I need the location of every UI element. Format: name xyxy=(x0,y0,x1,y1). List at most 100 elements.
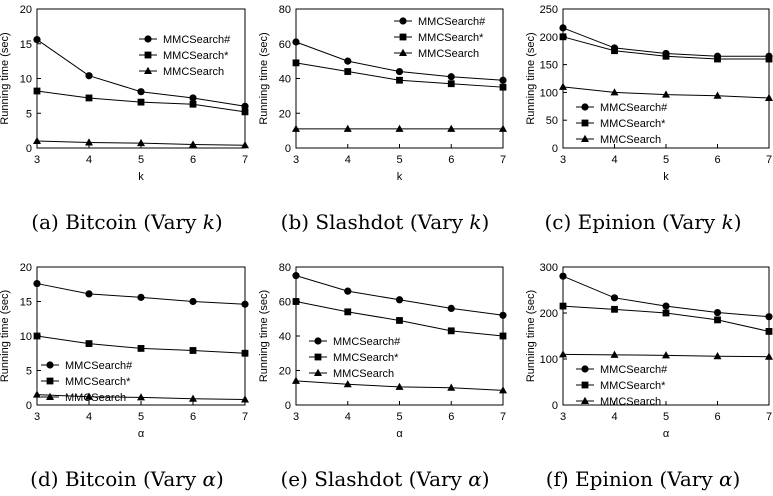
caption-part: Epinion xyxy=(578,210,662,234)
y-tick-label: 200 xyxy=(540,308,558,320)
data-point-circle xyxy=(447,304,455,312)
data-point-circle xyxy=(662,302,670,310)
data-point-triangle xyxy=(292,376,300,384)
data-point-triangle xyxy=(241,395,249,403)
y-tick-label: 0 xyxy=(26,400,32,412)
caption-part: Slashdot xyxy=(315,210,409,234)
plot-frame xyxy=(36,8,246,149)
x-tick-label: 7 xyxy=(242,411,248,423)
data-point-triangle xyxy=(33,390,41,398)
data-point-circle xyxy=(559,272,567,280)
legend-marker-square xyxy=(581,381,589,389)
data-point-square xyxy=(137,345,145,352)
legend-marker-circle xyxy=(314,337,322,345)
data-point-triangle xyxy=(395,382,404,390)
caption: (f) Epinion (Vary α) xyxy=(546,467,741,491)
legend-marker-square xyxy=(399,33,407,41)
data-point-triangle xyxy=(33,136,41,145)
data-point-circle xyxy=(447,73,455,81)
x-axis-label: α xyxy=(138,428,145,440)
y-tick-label: 100 xyxy=(540,87,558,99)
data-point-square xyxy=(447,80,455,88)
data-point-square xyxy=(714,316,721,324)
legend-marker-triangle xyxy=(144,66,152,74)
y-tick-label: 15 xyxy=(20,39,32,51)
caption-part: ) xyxy=(733,467,741,491)
data-point-square xyxy=(137,98,145,106)
legend: MMCSearch# MMCSearch* MMCSearch xyxy=(309,336,401,380)
legend-marker-square xyxy=(314,353,322,361)
caption-part: Epinion xyxy=(575,467,659,491)
data-point-triangle xyxy=(447,124,456,132)
legend: MMCSearch# MMCSearch* MMCSearch xyxy=(394,16,486,60)
legend-label: MMCSearch# xyxy=(600,364,668,376)
data-point-triangle xyxy=(343,380,352,388)
data-point-triangle xyxy=(85,138,93,146)
data-point-triangle xyxy=(395,124,404,132)
x-tick-label: 6 xyxy=(714,154,720,166)
y-axis-label: Running time (sec) xyxy=(258,290,270,382)
caption-part: (Vary xyxy=(143,467,203,491)
data-point-square xyxy=(85,340,93,347)
x-tick-label: 4 xyxy=(611,154,617,166)
x-tick-label: 4 xyxy=(345,154,351,166)
caption-part: α xyxy=(203,467,217,491)
x-tick-label: 4 xyxy=(345,411,351,423)
x-tick-label: 3 xyxy=(34,154,40,166)
legend-marker-square xyxy=(46,377,54,385)
data-point-circle xyxy=(85,72,93,80)
data-point-circle xyxy=(395,296,404,304)
caption-part: (Vary xyxy=(659,467,719,491)
y-tick-label: 0 xyxy=(285,400,291,412)
x-tick-label: 5 xyxy=(663,154,669,166)
data-point-triangle xyxy=(610,88,619,96)
legend-label: MMCSearch* xyxy=(65,376,131,388)
caption-part: ) xyxy=(734,210,742,234)
caption-part: (d) xyxy=(30,467,65,491)
data-point-circle xyxy=(241,300,249,308)
data-point-square xyxy=(292,59,300,67)
data-point-square xyxy=(714,55,721,63)
data-point-triangle xyxy=(447,383,456,391)
caption-part: (e) xyxy=(280,467,314,491)
caption-part: (c) xyxy=(544,210,577,234)
caption-part: k xyxy=(203,210,215,234)
x-tick-label: 7 xyxy=(766,411,772,423)
data-point-circle xyxy=(137,88,145,96)
data-point-triangle xyxy=(713,91,722,99)
y-tick-label: 40 xyxy=(279,74,291,86)
x-axis-label: k xyxy=(397,171,403,183)
caption-part: α xyxy=(719,467,733,491)
data-point-square xyxy=(344,68,352,75)
legend-label: MMCSearch# xyxy=(65,360,133,372)
y-tick-label: 300 xyxy=(540,262,558,274)
y-tick-label: 10 xyxy=(20,74,32,86)
plot-frame xyxy=(562,266,770,406)
legend-marker-circle xyxy=(46,361,54,369)
y-tick-label: 20 xyxy=(20,4,32,16)
data-point-triangle xyxy=(137,138,145,147)
data-point-circle xyxy=(499,311,507,319)
x-axis-label: k xyxy=(138,171,144,183)
x-tick-label: 3 xyxy=(293,154,299,166)
data-point-square xyxy=(559,33,567,41)
data-point-circle xyxy=(499,76,507,84)
legend-label: MMCSearch xyxy=(65,392,126,404)
plot-frame xyxy=(562,8,770,149)
caption-part: (a) xyxy=(31,210,65,234)
legend-marker-triangle xyxy=(46,392,54,400)
y-tick-label: 50 xyxy=(546,115,558,127)
caption-part: (Vary xyxy=(662,210,722,234)
caption-part: Bitcoin xyxy=(65,467,143,491)
y-tick-label: 80 xyxy=(279,262,291,274)
legend-label: MMCSearch# xyxy=(418,16,486,28)
x-axis-label: α xyxy=(663,428,670,440)
caption: (c) Epinion (Vary k) xyxy=(544,210,741,234)
x-tick-label: 5 xyxy=(396,411,402,423)
legend-marker-triangle xyxy=(399,48,407,56)
x-axis-label: k xyxy=(663,171,669,183)
data-point-triangle xyxy=(499,124,507,132)
caption-part: Slashdot xyxy=(314,467,408,491)
y-tick-label: 200 xyxy=(540,32,558,44)
data-point-circle xyxy=(189,297,197,306)
